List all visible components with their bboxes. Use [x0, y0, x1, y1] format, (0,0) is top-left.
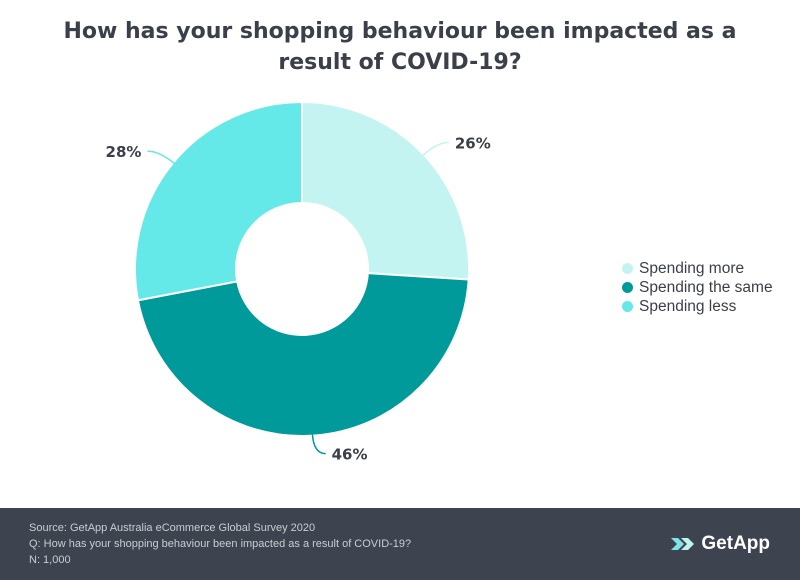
data-label-spending-more: 26%	[455, 134, 491, 152]
donut-chart: 26% 46% 28%	[106, 100, 491, 464]
leader-line-spending-the-same	[311, 433, 326, 455]
footer-question: Q: How has your shopping behaviour been …	[29, 538, 412, 550]
footer-source: Source: GetApp Australia eCommerce Globa…	[29, 522, 316, 534]
slice-spending-more	[301, 100, 470, 281]
legend-swatch-spending-less	[622, 301, 633, 312]
footer-sample-size: N: 1,000	[29, 554, 71, 566]
getapp-logo-text: GetApp	[701, 533, 770, 554]
data-label-spending-the-same: 46%	[332, 446, 368, 464]
legend: Spending more Spending the same Spending…	[622, 259, 773, 316]
legend-item-spending-more: Spending more	[622, 259, 773, 278]
legend-label-spending-more: Spending more	[639, 259, 745, 277]
legend-swatch-spending-the-same	[622, 282, 633, 293]
getapp-logo: GetApp	[670, 533, 770, 555]
footer-bar: Source: GetApp Australia eCommerce Globa…	[0, 508, 800, 580]
slice-spending-less	[134, 100, 303, 302]
slices-group	[134, 100, 470, 437]
legend-label-spending-less: Spending less	[639, 297, 737, 315]
slice-spending-the-same	[136, 272, 470, 437]
leader-lines-group	[147, 141, 449, 455]
chart-title: How has your shopping behaviour been imp…	[63, 19, 737, 75]
leader-line-spending-more	[421, 141, 449, 157]
getapp-chevrons-icon	[671, 538, 695, 550]
legend-item-spending-less: Spending less	[622, 297, 773, 316]
legend-swatch-spending-more	[622, 263, 633, 274]
data-label-spending-less: 28%	[106, 143, 142, 161]
leader-line-spending-less	[147, 150, 176, 165]
legend-item-spending-the-same: Spending the same	[622, 278, 773, 297]
data-labels-group: 26% 46% 28%	[106, 134, 491, 463]
legend-label-spending-the-same: Spending the same	[639, 278, 773, 296]
